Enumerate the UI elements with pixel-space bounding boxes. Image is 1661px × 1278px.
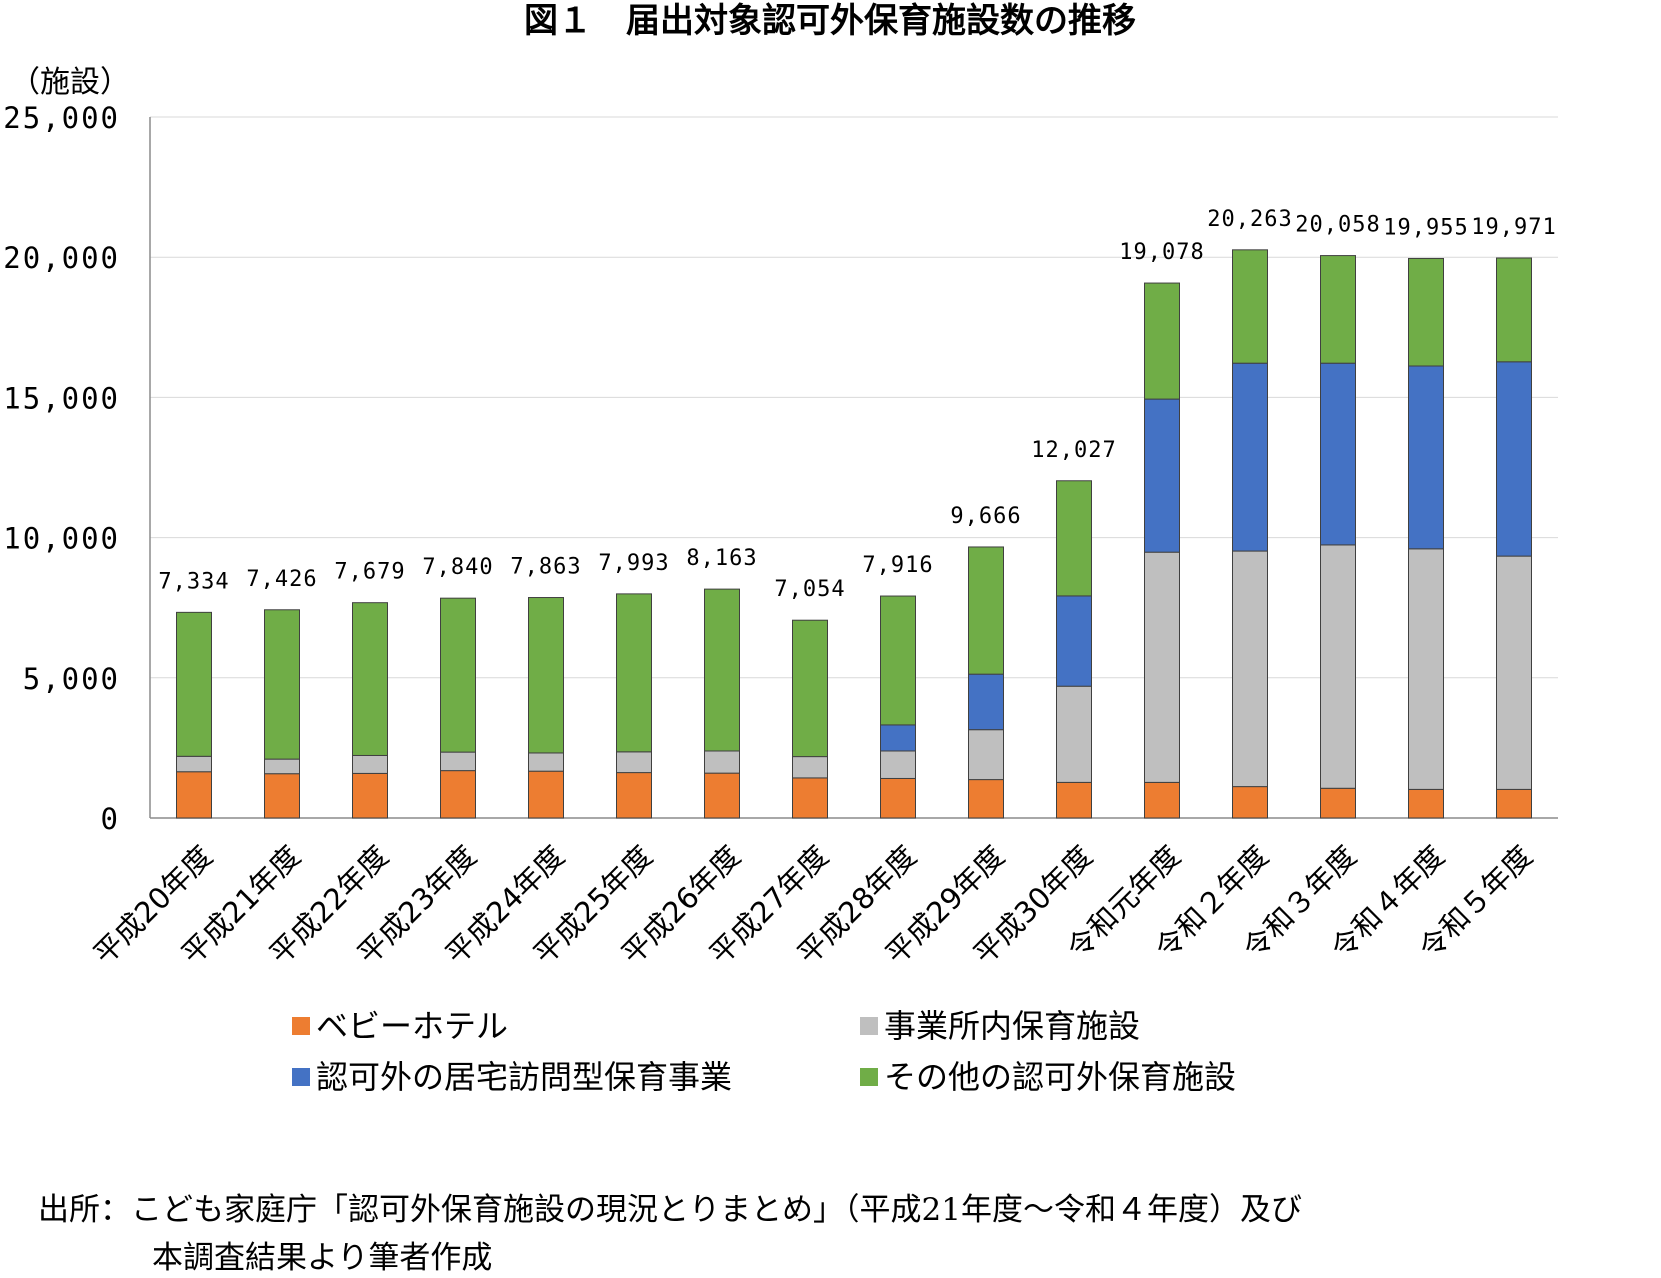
- legend-swatch: [292, 1017, 310, 1035]
- bar-segment-series-3-cat-5: [616, 593, 652, 753]
- bar-segment-series-1-cat-0: [176, 755, 212, 773]
- total-label: 7,426: [246, 567, 317, 592]
- bar-segment-series-1-cat-9: [968, 729, 1004, 781]
- legend-label: 事業所内保育施設: [884, 1007, 1140, 1045]
- source-note-line1: 出所：こども家庭庁「認可外保育施設の現況とりまとめ」（平成21年度～令和４年度）…: [38, 1192, 1302, 1228]
- bar-segment-series-3-cat-3: [440, 597, 476, 753]
- legend-swatch: [860, 1017, 878, 1035]
- bar-segment-series-1-cat-11: [1144, 551, 1180, 783]
- bar-segment-series-2-cat-15: [1496, 361, 1532, 557]
- bar-segment-series-2-cat-13: [1320, 362, 1356, 546]
- bar-segment-series-3-cat-1: [264, 609, 300, 760]
- bar-segment-series-0-cat-15: [1496, 788, 1532, 819]
- bar-segment-series-3-cat-10: [1056, 480, 1092, 597]
- total-label: 7,993: [598, 551, 669, 576]
- bar-segment-series-3-cat-8: [880, 595, 916, 726]
- bar-segment-series-1-cat-7: [792, 756, 828, 779]
- bar-segment-series-1-cat-3: [440, 751, 476, 772]
- bar-segment-series-3-cat-14: [1408, 257, 1444, 367]
- y-tick-label: 20,000: [3, 241, 120, 275]
- y-tick-label: 10,000: [3, 522, 120, 556]
- bar-segment-series-2-cat-12: [1232, 362, 1268, 552]
- bar-segment-series-3-cat-6: [704, 588, 740, 752]
- bar-segment-series-0-cat-12: [1232, 786, 1268, 819]
- total-label: 19,955: [1383, 215, 1468, 240]
- total-label: 8,163: [686, 546, 757, 571]
- y-tick-label: 0: [101, 802, 120, 836]
- bar-segment-series-0-cat-3: [440, 770, 476, 819]
- bar-segment-series-1-cat-8: [880, 750, 916, 779]
- total-label: 7,916: [862, 553, 933, 578]
- bar-segment-series-1-cat-4: [528, 752, 564, 772]
- bar-segment-series-0-cat-11: [1144, 781, 1180, 819]
- total-label: 19,971: [1471, 215, 1556, 240]
- bar-segment-series-0-cat-1: [264, 773, 300, 819]
- bar-segment-series-0-cat-7: [792, 777, 828, 819]
- legend-label: その他の認可外保育施設: [884, 1058, 1236, 1096]
- bar-segment-series-1-cat-12: [1232, 550, 1268, 788]
- bar-segment-series-0-cat-2: [352, 772, 388, 819]
- y-tick-label: 25,000: [3, 101, 120, 135]
- bar-segment-series-3-cat-15: [1496, 257, 1532, 363]
- total-label: 20,263: [1207, 207, 1292, 232]
- bar-segment-series-3-cat-9: [968, 546, 1004, 675]
- y-tick-label: 15,000: [3, 381, 120, 415]
- bar-segment-series-2-cat-10: [1056, 595, 1092, 687]
- total-label: 7,863: [510, 555, 581, 580]
- bar-segment-series-0-cat-9: [968, 779, 1004, 819]
- y-axis-unit-label: （施設）: [10, 65, 130, 100]
- bar-segment-series-3-cat-11: [1144, 282, 1180, 400]
- bar-segment-series-0-cat-13: [1320, 787, 1356, 819]
- bar-segment-series-2-cat-9: [968, 673, 1004, 731]
- source-note-line2: 本調査結果より筆者作成: [152, 1240, 492, 1276]
- bar-segment-series-0-cat-8: [880, 777, 916, 819]
- bar-segment-series-0-cat-4: [528, 770, 564, 819]
- bar-segment-series-1-cat-2: [352, 754, 388, 774]
- total-label: 7,054: [774, 577, 845, 602]
- bar-segment-series-0-cat-10: [1056, 781, 1092, 819]
- total-label: 9,666: [950, 504, 1021, 529]
- bar-segment-series-2-cat-11: [1144, 398, 1180, 553]
- bar-segment-series-1-cat-15: [1496, 555, 1532, 790]
- legend-swatch: [292, 1068, 310, 1086]
- bar-segment-series-1-cat-10: [1056, 685, 1092, 783]
- x-axis-ticks: 平成20年度平成21年度平成22年度平成23年度平成24年度平成25年度平成26…: [87, 839, 1539, 971]
- chart-title: 図１ 届出対象認可外保育施設数の推移: [524, 1, 1136, 41]
- bar-segment-series-1-cat-5: [616, 751, 652, 774]
- bar-segment-series-0-cat-14: [1408, 788, 1444, 819]
- total-label: 7,840: [422, 555, 493, 580]
- bar-segment-series-3-cat-0: [176, 611, 212, 757]
- bar-segment-series-3-cat-7: [792, 619, 828, 758]
- total-labels: 7,334 7,426 7,679 7,840 7,863 7,993 8,163 7,054…: [158, 207, 1556, 602]
- total-label: 12,027: [1031, 438, 1116, 463]
- bars: [176, 249, 1532, 819]
- bar-segment-series-1-cat-14: [1408, 548, 1444, 790]
- legend-swatch: [860, 1068, 878, 1086]
- bar-segment-series-1-cat-6: [704, 750, 740, 774]
- bar-segment-series-2-cat-8: [880, 724, 916, 752]
- total-label: 7,679: [334, 560, 405, 585]
- total-label: 7,334: [158, 569, 229, 594]
- bar-segment-series-0-cat-5: [616, 772, 652, 819]
- bar-segment-series-0-cat-0: [176, 771, 212, 819]
- legend-label: 認可外の居宅訪問型保育事業: [316, 1058, 732, 1096]
- y-axis-ticks: 0 5,000 10,000 15,000 20,000 25,000: [3, 101, 120, 836]
- total-label: 19,078: [1119, 240, 1204, 265]
- legend-label: ベビーホテル: [316, 1007, 508, 1045]
- bar-segment-series-3-cat-4: [528, 597, 564, 754]
- bar-segment-series-3-cat-12: [1232, 249, 1268, 364]
- total-label: 20,058: [1295, 213, 1380, 238]
- bar-segment-series-1-cat-13: [1320, 544, 1356, 789]
- bar-segment-series-3-cat-2: [352, 602, 388, 756]
- bar-segment-series-0-cat-6: [704, 772, 740, 819]
- y-tick-label: 5,000: [23, 662, 120, 696]
- bar-segment-series-3-cat-13: [1320, 255, 1356, 364]
- bar-segment-series-1-cat-1: [264, 758, 300, 775]
- bar-segment-series-2-cat-14: [1408, 365, 1444, 550]
